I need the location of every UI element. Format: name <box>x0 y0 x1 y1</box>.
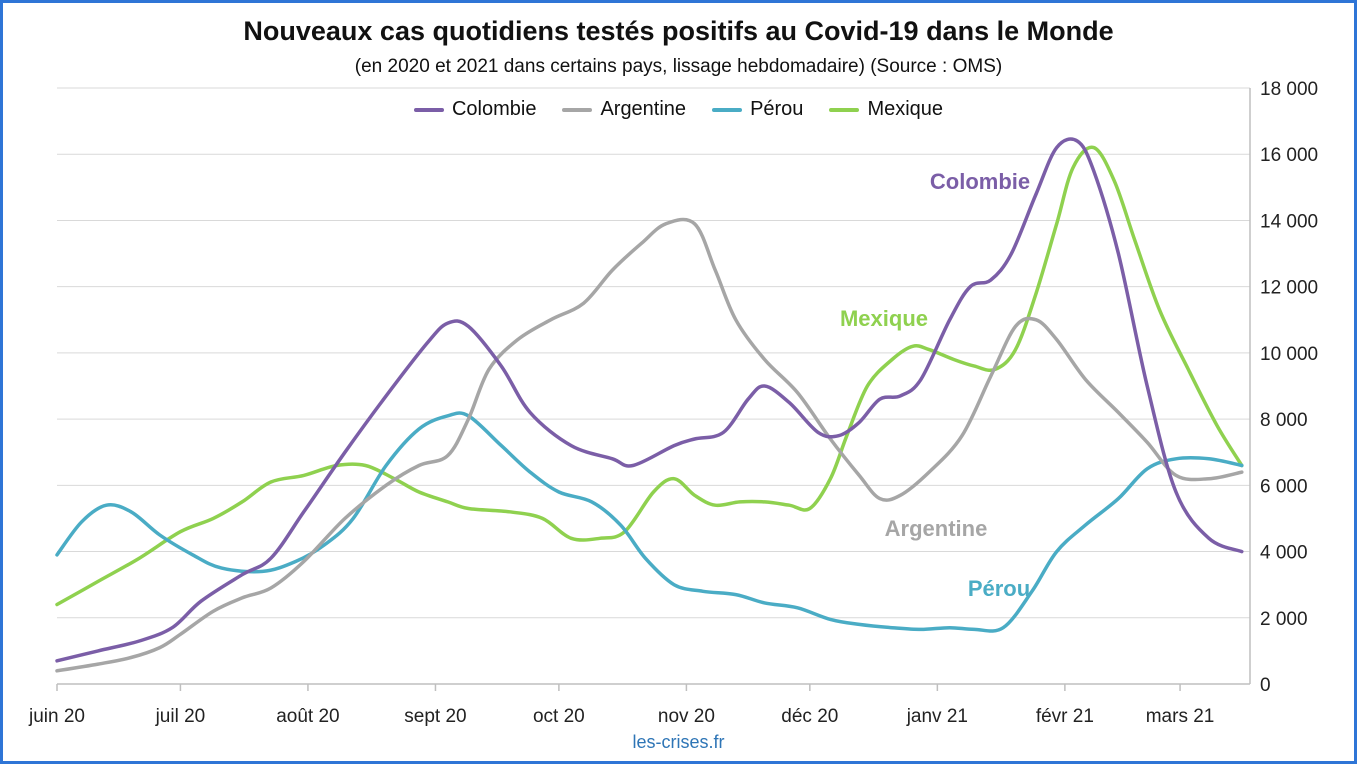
series-line-pérou <box>55 411 1244 633</box>
legend-label-mexique: Mexique <box>867 98 944 120</box>
y-tick-label: 8 000 <box>1260 410 1308 431</box>
x-tick-label: nov 20 <box>658 706 715 727</box>
legend-label-colombie: Colombie <box>451 98 537 120</box>
legend-label-argentine: Argentine <box>600 98 687 120</box>
legend-swatch-argentine <box>562 107 593 112</box>
y-tick-label: 4 000 <box>1260 543 1308 564</box>
y-tick-label: 14 000 <box>1260 211 1318 232</box>
y-tick-label: 16 000 <box>1260 145 1318 166</box>
y-tick-label: 0 <box>1260 675 1271 696</box>
y-tick-label: 12 000 <box>1260 278 1318 299</box>
x-tick-label: janv 21 <box>906 706 968 727</box>
x-tick-label: sept 20 <box>404 706 466 727</box>
y-tick-label: 2 000 <box>1260 609 1308 630</box>
x-tick-label: juil 20 <box>155 706 206 727</box>
series-label-colombie: Colombie <box>930 169 1030 194</box>
x-tick-label: oct 20 <box>533 706 585 727</box>
legend-item-mexique: Mexique <box>829 98 943 121</box>
x-tick-label: mars 21 <box>1146 706 1215 727</box>
chart-title: Nouveaux cas quotidiens testés positifs … <box>243 16 1114 46</box>
x-tick-label: août 20 <box>276 706 339 727</box>
series-line-argentine <box>55 217 1244 673</box>
chart-legend: Colombie Argentine Pérou Mexique <box>0 98 1357 121</box>
legend-item-colombie: Colombie <box>413 98 537 121</box>
chart-subtitle: (en 2020 et 2021 dans certains pays, lis… <box>354 56 1003 77</box>
legend-label-perou: Pérou <box>750 98 804 120</box>
y-tick-label: 10 000 <box>1260 344 1318 365</box>
legend-item-argentine: Argentine <box>562 98 686 121</box>
legend-item-perou: Pérou <box>712 98 803 121</box>
series-label-pérou: Pérou <box>968 576 1030 601</box>
y-tick-label: 6 000 <box>1260 476 1308 497</box>
series-line-colombie <box>55 137 1244 663</box>
series-label-argentine: Argentine <box>885 516 988 541</box>
legend-swatch-colombie <box>413 107 444 112</box>
series-line-mexique <box>55 145 1244 607</box>
x-tick-label: déc 20 <box>781 706 838 727</box>
legend-swatch-mexique <box>829 107 860 112</box>
y-tick-label: 18 000 <box>1260 79 1318 100</box>
source-footer: les-crises.fr <box>632 732 725 752</box>
x-tick-label: juin 20 <box>28 706 85 727</box>
legend-swatch-perou <box>712 107 743 112</box>
series-label-mexique: Mexique <box>840 306 928 331</box>
x-tick-label: févr 21 <box>1036 706 1094 727</box>
